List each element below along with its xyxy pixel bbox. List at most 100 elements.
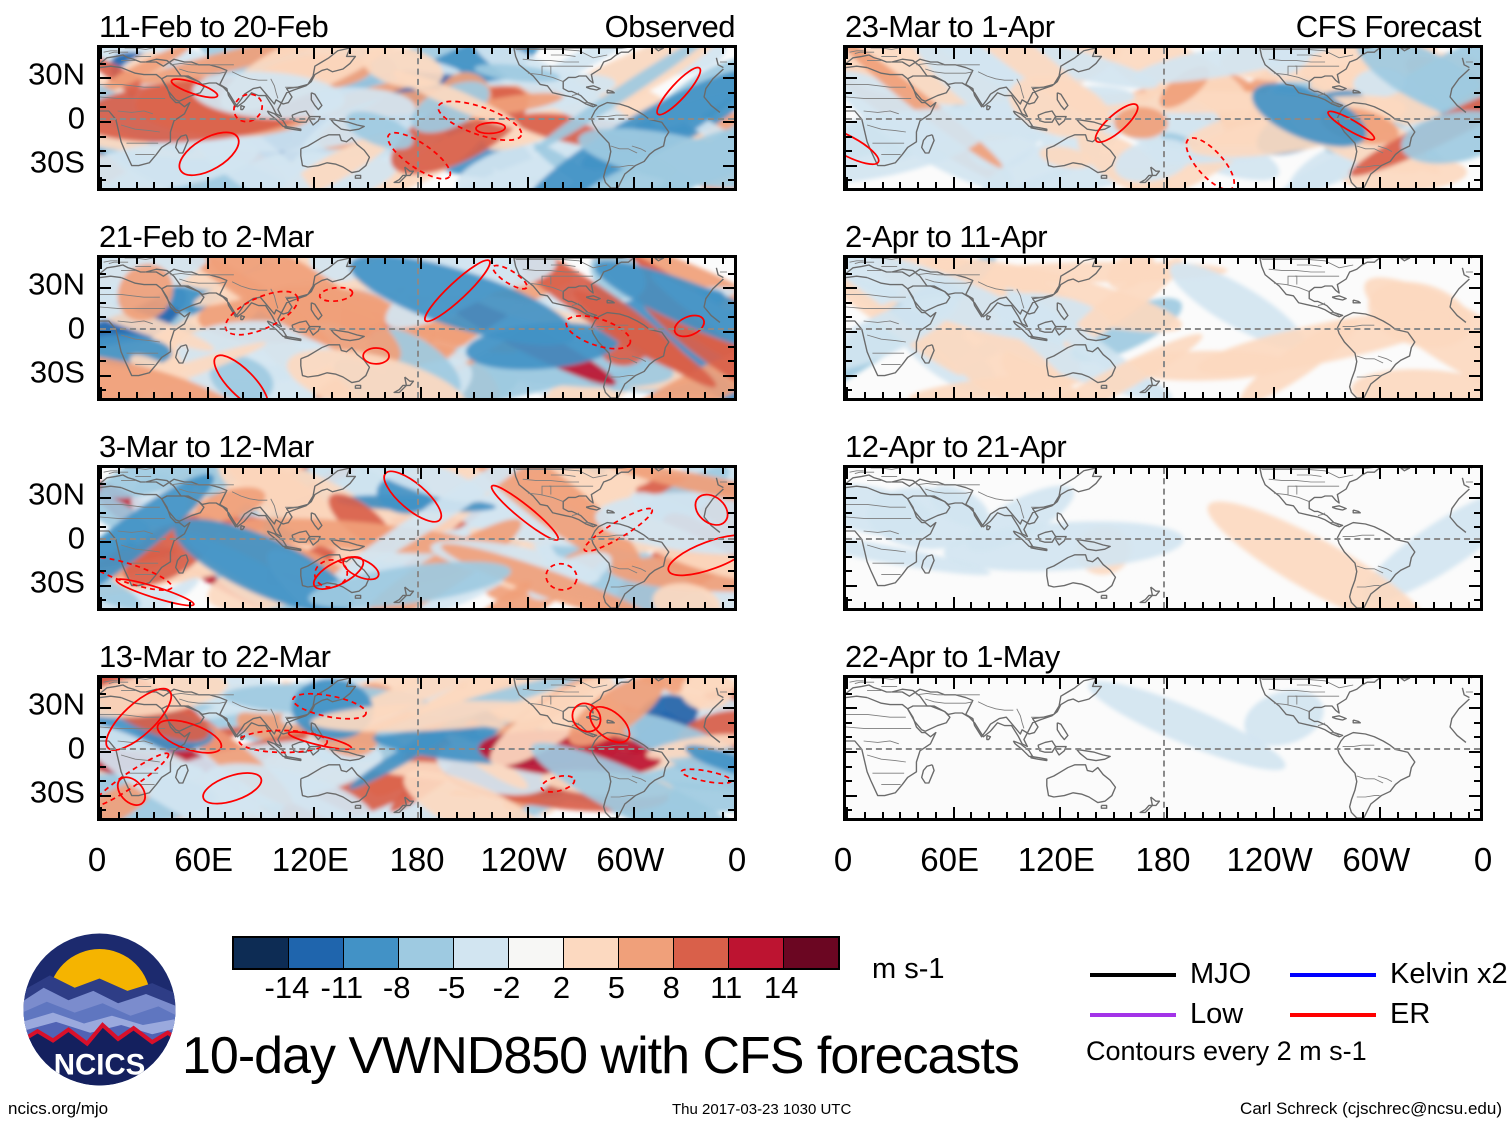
axis-tick	[846, 345, 852, 348]
footer-link[interactable]: ncics.org/mjo	[8, 1099, 109, 1118]
dateline	[1163, 678, 1165, 818]
axis-tick	[1468, 812, 1471, 818]
y-axis-label: 30N	[28, 686, 85, 722]
axis-tick	[1414, 678, 1417, 684]
axis-tick	[899, 678, 902, 684]
axis-tick	[580, 812, 582, 818]
axis-tick	[846, 809, 852, 812]
axis-tick	[1469, 541, 1480, 543]
axis-tick	[1468, 392, 1471, 398]
axis-tick	[1130, 258, 1133, 264]
axis-tick	[1474, 62, 1480, 65]
axis-tick	[153, 468, 156, 474]
axis-tick	[313, 258, 316, 269]
axis-tick	[1272, 597, 1275, 608]
axis-tick	[1474, 482, 1480, 485]
legend-swatch-low	[1090, 1012, 1176, 1017]
panel-observed-3-title: 3-Mar to 12-Mar	[99, 429, 314, 464]
axis-tick	[562, 48, 565, 54]
axis-tick	[331, 392, 334, 398]
axis-tick	[881, 392, 884, 398]
axis-tick	[934, 468, 937, 474]
axis-tick	[1290, 392, 1293, 398]
axis-tick	[846, 794, 857, 797]
colorbar-swatch	[454, 938, 509, 968]
axis-tick	[491, 468, 494, 474]
axis-tick	[846, 780, 852, 783]
legend-swatch-er	[1290, 1012, 1376, 1017]
axis-tick	[277, 48, 280, 54]
axis-tick	[1379, 258, 1382, 269]
axis-tick	[1112, 678, 1115, 684]
axis-tick	[651, 48, 654, 54]
colorbar-swatch	[674, 938, 729, 968]
axis-tick	[704, 678, 707, 684]
axis-tick	[420, 387, 422, 398]
axis-tick	[491, 392, 494, 398]
axis-tick	[846, 387, 848, 398]
axis-tick	[1219, 468, 1222, 474]
axis-tick	[100, 468, 102, 479]
axis-tick	[366, 48, 369, 54]
panel-observed-2-map	[97, 255, 737, 401]
axis-tick	[1450, 812, 1453, 818]
axis-tick	[117, 602, 120, 608]
panel-observed-4-map	[97, 675, 737, 821]
y-axis-label: 0	[67, 100, 85, 136]
axis-tick	[899, 182, 902, 188]
axis-tick	[366, 258, 369, 264]
axis-tick	[1343, 258, 1346, 264]
axis-tick	[508, 182, 511, 188]
axis-tick	[455, 392, 458, 398]
axis-tick	[100, 526, 106, 529]
axis-tick	[100, 751, 111, 753]
axis-tick	[455, 258, 458, 264]
axis-tick	[1474, 599, 1480, 602]
axis-tick	[100, 331, 111, 333]
axis-tick	[1361, 602, 1364, 608]
axis-tick	[1272, 807, 1275, 818]
axis-tick	[544, 48, 547, 54]
axis-tick	[171, 812, 174, 818]
axis-tick	[846, 360, 852, 363]
axis-tick	[1397, 812, 1400, 818]
axis-tick	[348, 258, 351, 264]
axis-tick	[1237, 678, 1240, 684]
axis-tick	[846, 511, 852, 514]
axis-tick	[1326, 392, 1328, 398]
axis-tick	[313, 177, 316, 188]
panel-forecast-4-title: 22-Apr to 1-May	[845, 639, 1060, 674]
axis-tick	[934, 182, 937, 188]
axis-tick	[728, 765, 734, 768]
axis-tick	[728, 62, 734, 65]
axis-tick	[580, 602, 582, 608]
axis-tick	[206, 387, 209, 398]
axis-tick	[1343, 602, 1346, 608]
axis-tick	[899, 392, 902, 398]
axis-tick	[313, 468, 316, 479]
axis-tick	[1450, 258, 1453, 264]
axis-tick	[1308, 258, 1311, 264]
x-axis-label: 60W	[596, 841, 665, 878]
panel-forecast-2-title: 2-Apr to 11-Apr	[845, 219, 1048, 254]
axis-tick	[277, 602, 280, 608]
axis-tick	[686, 48, 689, 54]
axis-tick	[597, 392, 600, 398]
axis-tick	[1041, 258, 1044, 264]
axis-tick	[100, 316, 106, 319]
axis-tick	[1474, 692, 1480, 695]
colorbar-tick: 2	[552, 970, 571, 1005]
panel-observed-2-title: 21-Feb to 2-Mar	[99, 219, 314, 254]
legend-label-mjo: MJO	[1190, 958, 1252, 990]
axis-tick	[455, 182, 458, 188]
axis-tick	[277, 812, 280, 818]
axis-tick	[1272, 48, 1275, 59]
axis-tick	[366, 812, 369, 818]
axis-tick	[455, 812, 458, 818]
axis-tick	[1361, 678, 1364, 684]
axis-tick	[153, 392, 156, 398]
axis-tick	[1474, 150, 1480, 153]
axis-tick	[846, 678, 848, 689]
axis-tick	[704, 602, 707, 608]
axis-tick	[728, 360, 734, 363]
